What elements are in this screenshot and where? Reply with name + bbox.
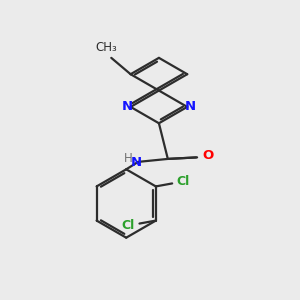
Text: H: H <box>124 152 133 165</box>
Text: N: N <box>131 156 142 169</box>
Text: N: N <box>122 100 133 113</box>
Text: N: N <box>185 100 196 113</box>
Text: Cl: Cl <box>177 176 190 188</box>
Text: CH₃: CH₃ <box>95 41 117 54</box>
Text: Cl: Cl <box>122 218 135 232</box>
Text: O: O <box>202 149 214 162</box>
